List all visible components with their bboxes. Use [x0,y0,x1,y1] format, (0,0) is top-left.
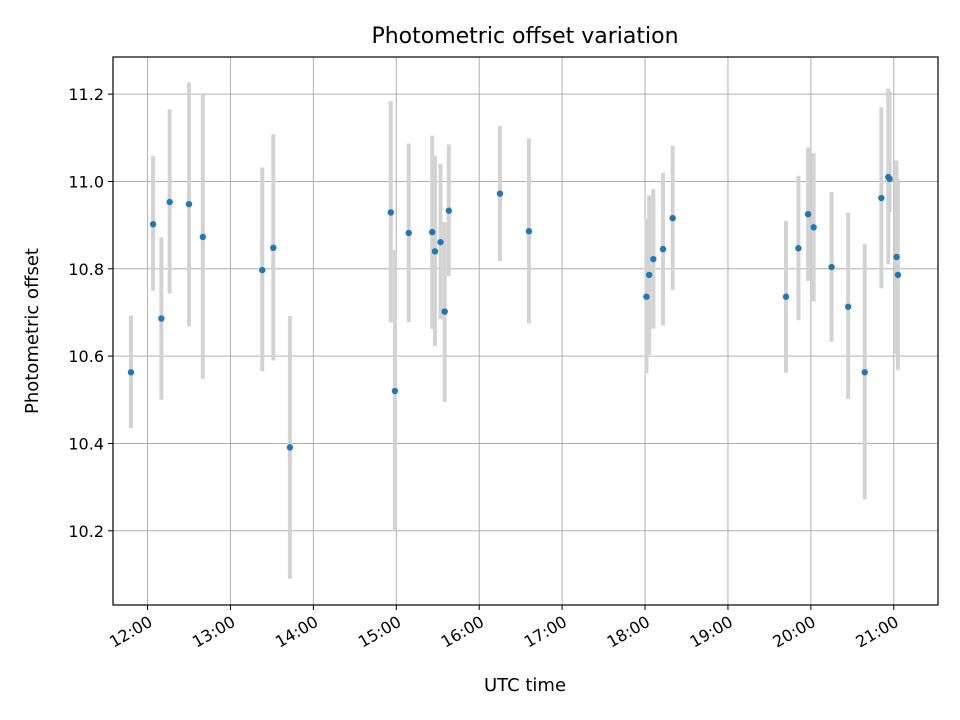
data-point [525,228,533,235]
data-point [659,245,667,253]
y-tick-label: 11.0 [68,172,104,191]
chart-title: Photometric offset variation [371,24,678,49]
data-point [259,266,266,274]
y-tick-label: 10.6 [68,347,104,366]
data-point [844,303,852,310]
plot-frame [112,56,939,606]
data-point [405,229,412,237]
data-point [445,207,453,214]
x-axis-label: UTC time [484,675,566,696]
data-point [185,200,193,208]
data-point [645,271,653,279]
y-axis-label: Photometric offset [22,248,43,414]
data-point [886,175,893,183]
y-tick-label: 10.2 [68,522,104,541]
data-point [496,190,504,197]
data-point [127,369,135,376]
data-point [199,233,207,241]
data-point [166,198,173,206]
y-tick-label: 11.2 [68,85,104,104]
grid-lines [113,57,938,605]
data-point [286,444,294,451]
data-point [437,238,444,246]
data-point [893,253,900,261]
data-point [270,244,277,252]
data-point [149,221,157,228]
data-point [441,308,448,315]
data-point [782,293,790,300]
data-point [158,315,165,322]
data-point [828,263,835,271]
data-point [894,271,902,279]
y-tick-label: 10.8 [68,260,104,279]
data-point [431,248,439,255]
data-point [810,224,817,231]
data-point [429,228,436,236]
data-point [861,369,868,376]
data-point [391,387,399,395]
data-point [643,293,650,300]
y-tick-label: 10.4 [68,434,104,453]
data-points [127,173,902,451]
y-axis-ticks: 10.2 10.4 10.6 10.8 11.0 11.2 [68,85,113,541]
data-point [650,255,657,263]
data-point [669,214,676,222]
data-point [804,210,812,218]
data-point [878,194,885,202]
data-point [795,245,802,252]
data-point [387,209,394,216]
